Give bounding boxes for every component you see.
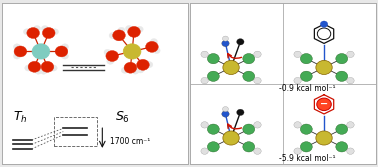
Circle shape [128,26,140,37]
Circle shape [136,26,143,32]
Circle shape [301,71,312,81]
Circle shape [23,29,30,35]
Circle shape [201,122,208,128]
Circle shape [25,65,32,71]
Circle shape [107,58,114,64]
Circle shape [243,53,255,64]
Circle shape [113,30,125,41]
Circle shape [254,51,261,57]
Circle shape [294,51,301,57]
Circle shape [32,44,50,59]
Circle shape [137,67,144,73]
Circle shape [150,39,157,45]
Circle shape [55,46,68,57]
Circle shape [50,65,57,71]
Circle shape [62,53,68,59]
Circle shape [28,61,41,72]
Circle shape [301,142,312,152]
Circle shape [243,71,255,81]
Circle shape [316,60,332,74]
Text: -5.9 kcal mol⁻¹: -5.9 kcal mol⁻¹ [279,154,335,163]
Circle shape [237,109,244,116]
Circle shape [104,49,111,55]
Text: -0.9 kcal mol⁻¹: -0.9 kcal mol⁻¹ [279,84,335,93]
Circle shape [347,77,354,84]
Text: −: − [320,99,328,109]
Circle shape [14,53,20,59]
Circle shape [223,131,239,145]
Circle shape [208,142,219,152]
Circle shape [294,77,301,84]
Circle shape [51,29,59,35]
FancyArrowPatch shape [228,124,242,129]
Circle shape [136,59,149,70]
Circle shape [336,124,348,134]
Circle shape [123,44,141,59]
Circle shape [201,77,208,84]
FancyArrowPatch shape [228,54,242,58]
Text: $T_h$: $T_h$ [13,110,28,125]
Circle shape [146,62,153,68]
Text: 1700 cm⁻¹: 1700 cm⁻¹ [110,137,150,146]
Circle shape [208,124,219,134]
Circle shape [14,46,27,57]
Circle shape [294,122,301,128]
Circle shape [316,131,332,145]
Circle shape [146,41,158,52]
Circle shape [254,148,261,154]
Circle shape [153,48,160,54]
Circle shape [201,51,208,57]
Circle shape [41,61,54,72]
Circle shape [42,28,55,38]
Circle shape [301,124,312,134]
Circle shape [223,60,239,74]
Circle shape [336,53,348,64]
Circle shape [320,21,328,27]
Circle shape [35,68,42,74]
Circle shape [347,148,354,154]
Circle shape [106,51,119,61]
Circle shape [201,148,208,154]
Circle shape [243,124,255,134]
Circle shape [42,26,48,32]
Circle shape [124,62,137,73]
Circle shape [237,39,244,45]
Circle shape [222,40,229,47]
Circle shape [347,51,354,57]
Circle shape [243,142,255,152]
Circle shape [121,67,128,73]
Circle shape [40,68,47,74]
Circle shape [301,53,312,64]
Circle shape [294,148,301,154]
Circle shape [27,28,39,38]
Circle shape [34,26,40,32]
Circle shape [347,122,354,128]
Circle shape [254,77,261,84]
Circle shape [208,71,219,81]
Circle shape [14,44,20,50]
Circle shape [317,98,331,111]
Circle shape [254,122,261,128]
Circle shape [223,36,228,41]
Circle shape [336,142,348,152]
Text: $S_6$: $S_6$ [115,110,130,125]
Circle shape [223,107,228,112]
Circle shape [109,33,116,39]
Circle shape [208,53,219,64]
Circle shape [62,44,68,50]
Circle shape [222,111,229,117]
Circle shape [118,27,125,33]
Circle shape [125,26,132,32]
Circle shape [132,68,139,74]
Circle shape [336,71,348,81]
